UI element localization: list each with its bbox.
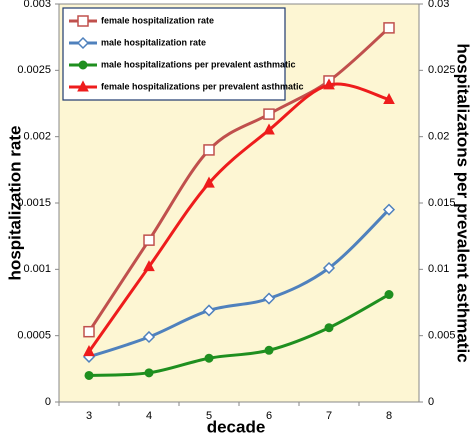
x-tick-label: 8 xyxy=(386,410,392,422)
y2-tick-label: 0.005 xyxy=(428,330,456,342)
data-point xyxy=(322,261,336,275)
data-point xyxy=(143,234,155,246)
data-point xyxy=(262,292,276,305)
legend-marker xyxy=(76,36,90,50)
y-tick-label: 0.002 xyxy=(23,131,51,143)
legend-label: female hospitalizations per prevalent as… xyxy=(101,81,304,91)
data-point xyxy=(83,325,95,338)
data-point xyxy=(384,290,394,300)
y-tick-label: 0.003 xyxy=(23,0,51,10)
data-point xyxy=(264,345,274,355)
legend-marker xyxy=(77,80,89,92)
y-tick-label: 0.001 xyxy=(23,263,51,275)
x-tick-label: 3 xyxy=(86,410,92,422)
y2-tick-label: 0.01 xyxy=(428,263,449,275)
data-point xyxy=(383,92,395,105)
data-point xyxy=(203,144,215,156)
legend-marker xyxy=(77,15,89,27)
data-point xyxy=(83,345,95,357)
x-tick-label: 6 xyxy=(266,410,272,422)
legend-label: female hospitalization rate xyxy=(101,15,214,25)
x-axis-title: decade xyxy=(207,417,266,436)
y-tick-label: 0.0015 xyxy=(17,197,51,209)
legend-label: male hospitalizations per prevalent asth… xyxy=(101,59,296,69)
y2-tick-label: 0.02 xyxy=(428,131,449,143)
data-point xyxy=(203,176,215,188)
y-tick-label: 0.0025 xyxy=(17,64,51,76)
data-point xyxy=(263,123,275,135)
data-point xyxy=(144,368,154,378)
y2-tick-label: 0.025 xyxy=(428,64,456,76)
legend-label: male hospitalization rate xyxy=(101,37,206,47)
data-point xyxy=(204,353,214,363)
data-point xyxy=(142,330,156,344)
y2-tick-label: 0 xyxy=(428,396,434,408)
x-tick-label: 7 xyxy=(326,410,332,422)
y2-tick-label: 0.015 xyxy=(428,197,456,209)
data-point xyxy=(382,203,396,216)
y-axis-title: hospitalization rate xyxy=(5,126,24,281)
data-point xyxy=(84,370,94,380)
data-point xyxy=(323,78,335,90)
x-tick-label: 5 xyxy=(206,410,212,422)
data-point xyxy=(263,108,275,120)
y-tick-label: 0.0005 xyxy=(17,330,51,342)
y-tick-label: 0 xyxy=(45,396,51,408)
data-point xyxy=(143,260,155,272)
data-point xyxy=(202,304,216,317)
data-point xyxy=(324,323,334,333)
data-point xyxy=(383,22,395,34)
y2-axis-title: hospitalizatons per prevalent asthmatic xyxy=(454,43,473,362)
x-tick-label: 4 xyxy=(146,410,152,422)
y2-tick-label: 0.03 xyxy=(428,0,449,10)
legend-box xyxy=(62,7,286,101)
legend-marker xyxy=(78,60,88,70)
